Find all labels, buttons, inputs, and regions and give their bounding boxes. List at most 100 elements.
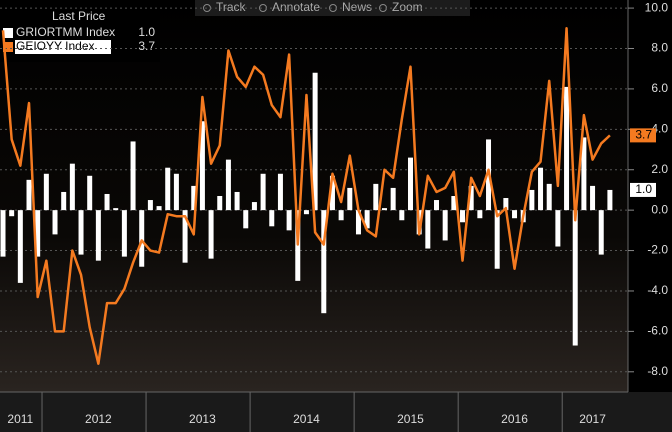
y-tick-label: -6.0	[647, 324, 668, 338]
bar	[555, 210, 561, 247]
bar	[460, 210, 466, 223]
toolbar-label[interactable]: News	[342, 0, 372, 14]
bar	[52, 210, 58, 235]
bar	[69, 163, 75, 211]
bar	[156, 206, 162, 211]
bar	[234, 191, 240, 211]
bar	[165, 167, 171, 211]
bar	[581, 137, 587, 211]
legend-label: GRIORTMM Index	[16, 25, 115, 39]
y-tick-label: 6.0	[651, 81, 668, 95]
legend-value: 3.7	[138, 39, 155, 53]
bar	[17, 210, 23, 283]
bar	[477, 210, 483, 219]
bar	[173, 173, 179, 211]
bar	[208, 210, 214, 259]
x-tick-label: 2011	[7, 412, 33, 426]
y-tick-label: -2.0	[647, 243, 668, 257]
bar	[225, 159, 231, 211]
bar	[468, 185, 474, 211]
bar	[442, 210, 448, 241]
legend-highlight	[15, 40, 111, 54]
line	[1, 27, 611, 365]
bar	[598, 210, 604, 255]
y-tick-label: 8.0	[651, 41, 668, 55]
bar	[35, 210, 41, 257]
bar	[390, 187, 396, 211]
toolbar-label[interactable]: Annotate	[272, 0, 320, 14]
legend-value: 1.0	[138, 25, 155, 39]
bar	[312, 72, 318, 211]
bar	[347, 187, 353, 211]
y-tick-label: 0.0	[651, 202, 668, 216]
bar	[43, 173, 49, 211]
bar	[269, 210, 275, 227]
toolbar-button[interactable]	[256, 1, 320, 15]
bar	[130, 141, 136, 211]
bar	[121, 210, 127, 257]
bar	[512, 210, 518, 219]
bar	[61, 191, 67, 211]
bar	[139, 210, 145, 267]
bar	[260, 173, 266, 211]
bar	[529, 189, 535, 211]
bar	[355, 210, 361, 235]
legend-label: GEIOYY Index	[16, 39, 95, 53]
x-tick-label: 2012	[85, 412, 112, 426]
bar	[572, 210, 578, 346]
x-tick-label: 2015	[397, 412, 424, 426]
bar	[217, 196, 223, 211]
bar	[373, 183, 379, 211]
x-tick-label: 2016	[501, 412, 528, 426]
bar	[95, 210, 101, 261]
bar	[251, 202, 257, 211]
bar	[381, 208, 387, 211]
bar	[564, 86, 570, 211]
bar	[329, 175, 335, 211]
x-tick-label: 2017	[579, 412, 606, 426]
y-tick-label: 2.0	[651, 162, 668, 176]
bar	[303, 210, 309, 215]
bar	[407, 157, 413, 211]
bar	[494, 210, 500, 269]
bar	[538, 167, 544, 211]
bar	[546, 183, 552, 211]
bar	[147, 200, 153, 211]
bar	[286, 210, 292, 231]
legend-swatch	[3, 42, 13, 52]
bar	[113, 208, 119, 211]
legend-swatch	[3, 28, 13, 38]
last-value-label: 1.0	[635, 182, 652, 196]
toolbar-button[interactable]	[326, 1, 370, 15]
toolbar-button[interactable]	[376, 1, 440, 15]
bar	[399, 210, 405, 221]
bar	[503, 198, 509, 211]
bar	[26, 179, 32, 211]
bar	[199, 121, 205, 211]
x-tick-label: 2014	[293, 412, 320, 426]
bar	[9, 210, 15, 217]
bar	[243, 210, 249, 229]
bar	[277, 173, 283, 211]
bar	[0, 210, 6, 257]
toolbar-label[interactable]: Track	[216, 0, 247, 14]
bar	[607, 189, 613, 211]
bar	[104, 193, 110, 211]
bar	[182, 210, 188, 263]
x-tick-label: 2013	[189, 412, 216, 426]
bar	[425, 210, 431, 249]
bar	[451, 196, 457, 211]
toolbar: Track Annotate News Zoom	[195, 0, 470, 16]
toolbar-label[interactable]: Zoom	[392, 0, 423, 14]
last-value-badge	[630, 128, 656, 143]
bar	[191, 185, 197, 211]
y-tick-label: 10.0	[645, 0, 669, 14]
legend-title: Last Price	[52, 9, 106, 23]
bar	[78, 210, 84, 255]
last-value-badge	[630, 182, 656, 197]
last-value-label: 3.7	[635, 128, 652, 142]
bar	[590, 185, 596, 211]
bar	[338, 210, 344, 221]
bar	[434, 200, 439, 211]
